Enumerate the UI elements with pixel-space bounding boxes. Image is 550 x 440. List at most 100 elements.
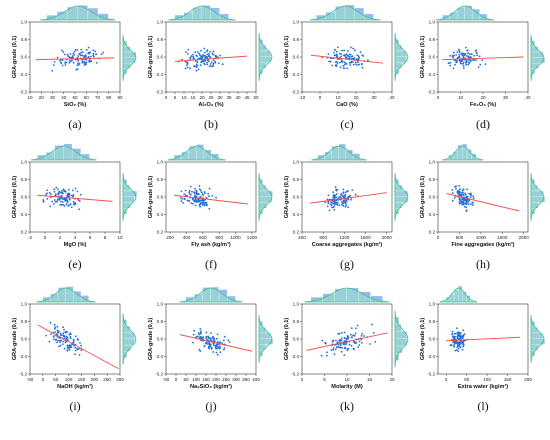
- scatter-point: [457, 344, 459, 346]
- x-tick-label: 100: [65, 377, 73, 382]
- scatter-point: [340, 55, 342, 58]
- x-tick-label: 5: [323, 377, 326, 382]
- y-tick-label: 1.0: [429, 20, 436, 25]
- scatter-point: [342, 199, 345, 202]
- scatter-point: [188, 200, 191, 203]
- scatter-point: [457, 192, 459, 195]
- y-tick-label: 0.2: [157, 90, 164, 95]
- scatter-point: [80, 51, 82, 54]
- scatter-point: [462, 67, 465, 69]
- scatter-point: [180, 190, 183, 193]
- scatter-point: [57, 188, 59, 191]
- scatter-point: [76, 58, 79, 61]
- scatter-point: [68, 348, 71, 351]
- scatter-point: [332, 191, 335, 194]
- scatter-point: [69, 53, 72, 55]
- x-tick-label: 1000: [230, 235, 241, 240]
- right-kde-curve: [122, 34, 137, 81]
- scatter-point: [452, 67, 455, 70]
- scatter-point: [76, 190, 79, 193]
- scatter-point: [210, 61, 213, 63]
- scatter-point: [347, 54, 349, 57]
- scatter-point: [348, 53, 351, 56]
- scatter-point: [196, 61, 199, 63]
- scatter-point: [68, 198, 71, 201]
- scatter-point: [333, 353, 336, 355]
- scatter-point: [449, 64, 452, 67]
- scatter-point: [185, 64, 188, 67]
- subfigure-label: (e): [68, 257, 81, 271]
- regression-line: [446, 193, 520, 212]
- scatter-point: [325, 342, 327, 345]
- x-tick-label: 40: [235, 95, 241, 100]
- scatter-point: [77, 62, 79, 65]
- scatter-point: [369, 343, 371, 345]
- x-axis-title: Coarse aggregates (kg/m³): [312, 241, 383, 248]
- scatter-point: [68, 56, 71, 59]
- scatter-point: [464, 46, 467, 49]
- scatter-point: [453, 335, 456, 338]
- x-tick-label: 200: [166, 235, 174, 240]
- scatter-point: [62, 192, 64, 195]
- x-tick-label: 0: [175, 377, 178, 382]
- scatter-point: [61, 64, 64, 67]
- scatter-point: [351, 189, 354, 191]
- scatter-point: [53, 203, 55, 205]
- scatter-point: [74, 346, 77, 349]
- scatter-point: [56, 199, 59, 202]
- scatter-point: [329, 203, 332, 206]
- scatter-point: [197, 68, 200, 71]
- x-tick-label: 400: [183, 235, 191, 240]
- subfigure-label: (c): [340, 117, 353, 131]
- regression-line: [179, 334, 253, 352]
- scatter-point: [456, 190, 459, 193]
- scatter-point: [466, 49, 469, 52]
- scatter-point: [49, 321, 52, 324]
- scatter-point: [192, 341, 194, 344]
- scatter-point: [337, 346, 339, 348]
- scatter-point: [193, 192, 196, 195]
- scatter-point: [48, 191, 51, 194]
- scatter-point: [63, 337, 66, 339]
- scatter-point: [348, 61, 351, 64]
- scatter-point: [192, 57, 195, 60]
- scatter-point: [76, 348, 79, 351]
- scatter-point: [357, 346, 360, 348]
- scatter-point: [64, 53, 66, 56]
- scatter-point: [188, 189, 191, 192]
- scatter-point: [74, 353, 76, 356]
- scatter-point: [350, 46, 352, 49]
- scatter-point: [340, 53, 343, 55]
- scatter-point: [198, 52, 201, 55]
- regression-line: [174, 194, 248, 205]
- x-tick-label: 90: [117, 95, 123, 100]
- scatter-point: [204, 192, 206, 195]
- x-tick-label: 50: [53, 377, 59, 382]
- scatter-point: [80, 48, 83, 51]
- scatter-point: [210, 339, 213, 341]
- scatter-point: [62, 188, 65, 191]
- scatter-point: [326, 198, 329, 201]
- y-tick-label: 0.6: [429, 337, 436, 342]
- scatter-point: [464, 192, 466, 195]
- scatter-point: [450, 343, 453, 346]
- scatter-point: [203, 345, 206, 347]
- scatter-point: [200, 61, 203, 64]
- scatter-point: [69, 60, 72, 63]
- top-kde-curve: [36, 287, 96, 303]
- plot-frame: [437, 161, 529, 233]
- top-kde-curve: [179, 287, 243, 303]
- x-tick-label: 10: [458, 95, 464, 100]
- subfigure-label: (i): [69, 399, 80, 413]
- scatter-point: [61, 59, 64, 61]
- scatter-point: [77, 199, 80, 202]
- scatter-point: [208, 208, 211, 210]
- scatter-point: [451, 192, 454, 195]
- scatter-point: [207, 192, 210, 195]
- scatter-point: [464, 53, 467, 55]
- y-tick-label: 1.0: [157, 160, 164, 165]
- scatter-point: [461, 348, 464, 351]
- scatter-point: [475, 51, 478, 54]
- x-tick-label: 150: [78, 377, 86, 382]
- scatter-point: [458, 201, 461, 203]
